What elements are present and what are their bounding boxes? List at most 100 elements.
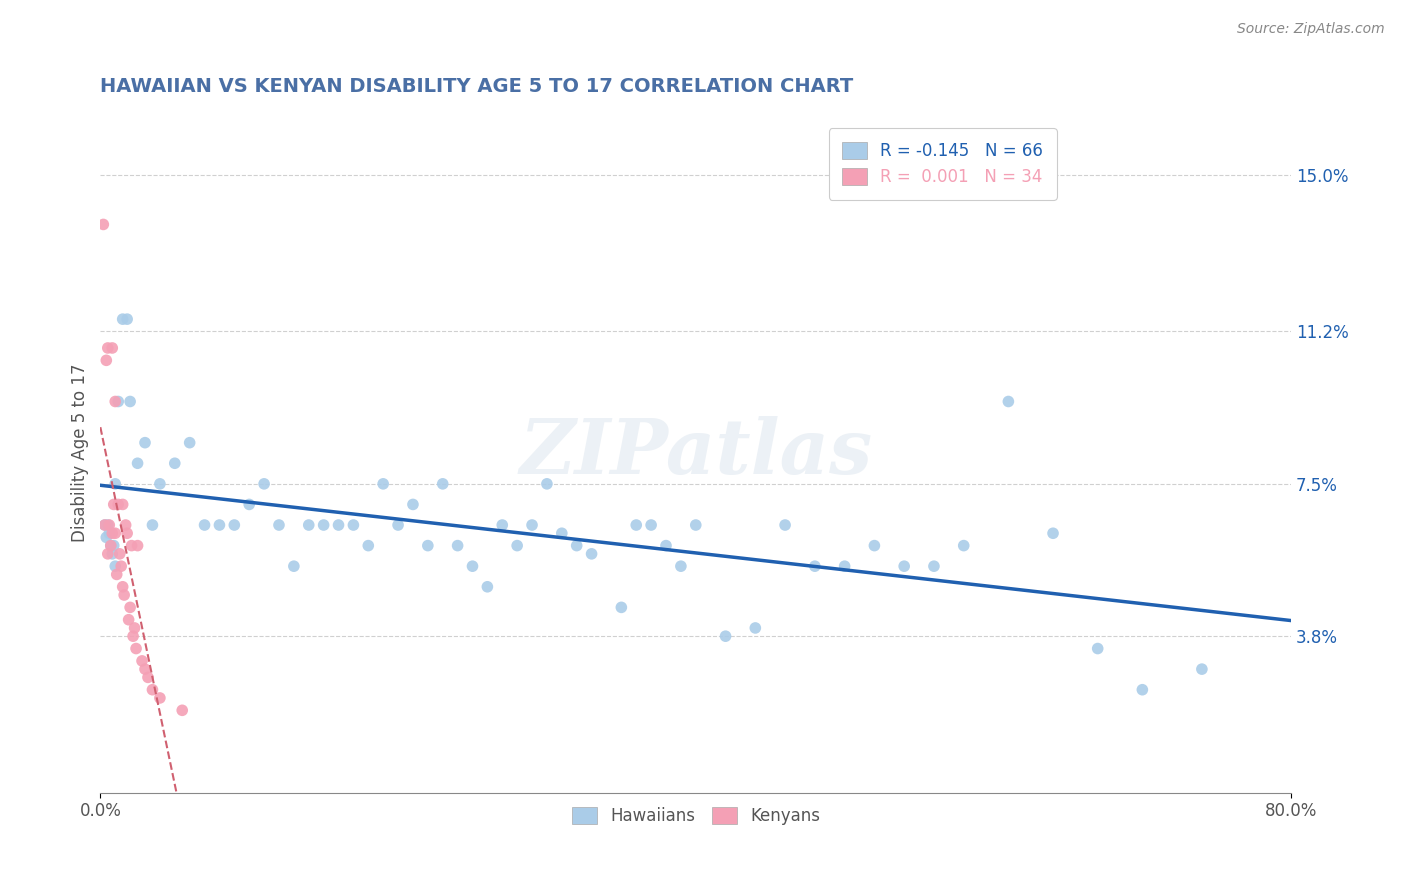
Point <box>103 539 125 553</box>
Point <box>520 518 543 533</box>
Point <box>446 539 468 553</box>
Point <box>685 518 707 533</box>
Point <box>141 518 163 533</box>
Point <box>96 530 118 544</box>
Point <box>626 518 648 533</box>
Point <box>714 629 737 643</box>
Point <box>104 526 127 541</box>
Point <box>91 218 114 232</box>
Point <box>97 341 120 355</box>
Point <box>328 518 350 533</box>
Point <box>117 613 139 627</box>
Point <box>112 588 135 602</box>
Point <box>373 476 395 491</box>
Point <box>491 518 513 533</box>
Point <box>108 547 131 561</box>
Point <box>131 654 153 668</box>
Point <box>565 539 588 553</box>
Point <box>163 456 186 470</box>
Point <box>863 539 886 553</box>
Point <box>115 526 138 541</box>
Point <box>96 353 118 368</box>
Point <box>149 476 172 491</box>
Point <box>283 559 305 574</box>
Point <box>107 498 129 512</box>
Point <box>98 518 121 533</box>
Point <box>101 341 124 355</box>
Point <box>432 476 454 491</box>
Point <box>110 559 132 574</box>
Point <box>115 312 138 326</box>
Point <box>610 600 633 615</box>
Point <box>107 394 129 409</box>
Point <box>312 518 335 533</box>
Point <box>224 518 246 533</box>
Point <box>834 559 856 574</box>
Point <box>208 518 231 533</box>
Point <box>387 518 409 533</box>
Point <box>103 498 125 512</box>
Point <box>477 580 499 594</box>
Point <box>120 600 142 615</box>
Point <box>179 435 201 450</box>
Point <box>114 518 136 533</box>
Point <box>124 621 146 635</box>
Point <box>101 526 124 541</box>
Point <box>536 476 558 491</box>
Point <box>100 539 122 553</box>
Point <box>461 559 484 574</box>
Point <box>172 703 194 717</box>
Point <box>267 518 290 533</box>
Point <box>97 547 120 561</box>
Point <box>922 559 945 574</box>
Point <box>581 547 603 561</box>
Point <box>121 539 143 553</box>
Point <box>122 629 145 643</box>
Point <box>669 559 692 574</box>
Y-axis label: Disability Age 5 to 17: Disability Age 5 to 17 <box>72 364 89 542</box>
Point <box>357 539 380 553</box>
Point <box>1191 662 1213 676</box>
Point <box>111 312 134 326</box>
Point <box>97 518 120 533</box>
Point <box>134 662 156 676</box>
Point <box>94 518 117 533</box>
Point <box>104 559 127 574</box>
Point <box>506 539 529 553</box>
Point <box>298 518 321 533</box>
Point <box>111 580 134 594</box>
Point <box>1087 641 1109 656</box>
Point <box>125 641 148 656</box>
Point <box>105 567 128 582</box>
Point <box>120 394 142 409</box>
Point <box>100 539 122 553</box>
Point <box>1130 682 1153 697</box>
Point <box>111 498 134 512</box>
Point <box>640 518 662 533</box>
Point <box>98 526 121 541</box>
Text: Source: ZipAtlas.com: Source: ZipAtlas.com <box>1237 22 1385 37</box>
Legend: Hawaiians, Kenyans: Hawaiians, Kenyans <box>565 800 827 832</box>
Point <box>342 518 364 533</box>
Point <box>551 526 574 541</box>
Point <box>893 559 915 574</box>
Point <box>997 394 1019 409</box>
Point <box>104 476 127 491</box>
Point <box>127 539 149 553</box>
Point <box>141 682 163 697</box>
Point <box>952 539 974 553</box>
Point <box>804 559 827 574</box>
Point <box>136 670 159 684</box>
Text: HAWAIIAN VS KENYAN DISABILITY AGE 5 TO 17 CORRELATION CHART: HAWAIIAN VS KENYAN DISABILITY AGE 5 TO 1… <box>100 78 853 96</box>
Point <box>101 547 124 561</box>
Point <box>149 690 172 705</box>
Point <box>127 456 149 470</box>
Point <box>773 518 796 533</box>
Point <box>94 518 117 533</box>
Point <box>253 476 276 491</box>
Point <box>402 498 425 512</box>
Point <box>104 394 127 409</box>
Point <box>134 435 156 450</box>
Point <box>744 621 766 635</box>
Text: ZIPatlas: ZIPatlas <box>519 416 872 490</box>
